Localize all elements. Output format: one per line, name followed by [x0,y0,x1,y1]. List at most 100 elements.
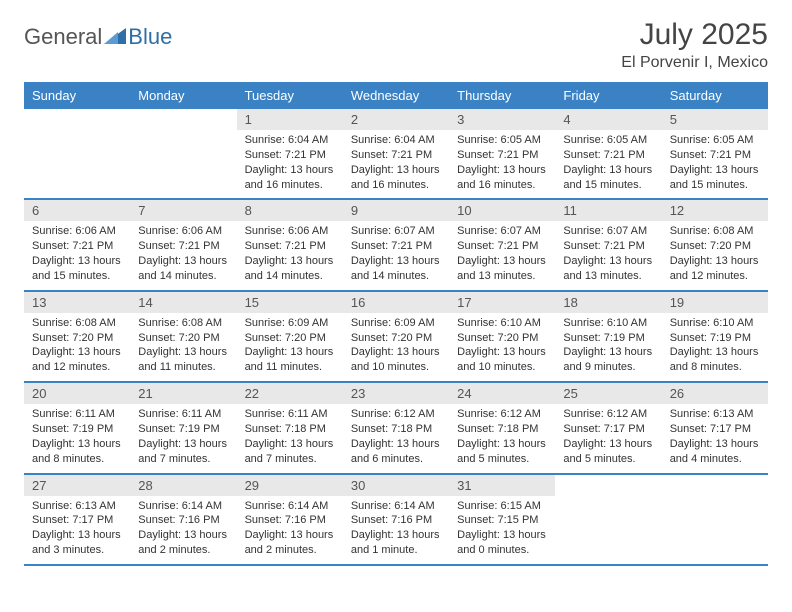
day-number: 31 [449,475,555,496]
day-number: 1 [237,109,343,130]
weekday-header: Monday [130,82,236,109]
calendar-day-cell: 20Sunrise: 6:11 AMSunset: 7:19 PMDayligh… [24,382,130,473]
calendar-week-row: 27Sunrise: 6:13 AMSunset: 7:17 PMDayligh… [24,474,768,565]
day-details: Sunrise: 6:05 AMSunset: 7:21 PMDaylight:… [662,130,768,198]
day-details: Sunrise: 6:06 AMSunset: 7:21 PMDaylight:… [130,221,236,289]
location: El Porvenir I, Mexico [621,54,768,72]
logo-text-general: General [24,24,102,50]
day-number: 27 [24,475,130,496]
day-number: 30 [343,475,449,496]
calendar-head: SundayMondayTuesdayWednesdayThursdayFrid… [24,82,768,109]
day-number: 15 [237,292,343,313]
calendar-day-cell: 25Sunrise: 6:12 AMSunset: 7:17 PMDayligh… [555,382,661,473]
day-details: Sunrise: 6:08 AMSunset: 7:20 PMDaylight:… [24,313,130,381]
calendar-day-cell: 19Sunrise: 6:10 AMSunset: 7:19 PMDayligh… [662,291,768,382]
calendar-day-cell: 29Sunrise: 6:14 AMSunset: 7:16 PMDayligh… [237,474,343,565]
day-number: 5 [662,109,768,130]
calendar-table: SundayMondayTuesdayWednesdayThursdayFrid… [24,82,768,566]
calendar-day-cell: 22Sunrise: 6:11 AMSunset: 7:18 PMDayligh… [237,382,343,473]
calendar-day-cell: 12Sunrise: 6:08 AMSunset: 7:20 PMDayligh… [662,199,768,290]
calendar-day-cell: 31Sunrise: 6:15 AMSunset: 7:15 PMDayligh… [449,474,555,565]
day-details: Sunrise: 6:08 AMSunset: 7:20 PMDaylight:… [662,221,768,289]
calendar-day-cell: 21Sunrise: 6:11 AMSunset: 7:19 PMDayligh… [130,382,236,473]
calendar-week-row: 1Sunrise: 6:04 AMSunset: 7:21 PMDaylight… [24,109,768,199]
day-number: 29 [237,475,343,496]
calendar-day-cell: 3Sunrise: 6:05 AMSunset: 7:21 PMDaylight… [449,109,555,199]
day-details: Sunrise: 6:09 AMSunset: 7:20 PMDaylight:… [343,313,449,381]
day-details: Sunrise: 6:10 AMSunset: 7:20 PMDaylight:… [449,313,555,381]
day-number: 8 [237,200,343,221]
day-number: 2 [343,109,449,130]
calendar-day-cell: 13Sunrise: 6:08 AMSunset: 7:20 PMDayligh… [24,291,130,382]
day-details: Sunrise: 6:10 AMSunset: 7:19 PMDaylight:… [662,313,768,381]
calendar-day-cell: 17Sunrise: 6:10 AMSunset: 7:20 PMDayligh… [449,291,555,382]
page-header: General Blue July 2025 El Porvenir I, Me… [24,18,768,72]
day-details: Sunrise: 6:11 AMSunset: 7:19 PMDaylight:… [24,404,130,472]
day-number: 3 [449,109,555,130]
day-number: 20 [24,383,130,404]
day-number: 25 [555,383,661,404]
calendar-day-cell: 5Sunrise: 6:05 AMSunset: 7:21 PMDaylight… [662,109,768,199]
calendar-day-cell: 7Sunrise: 6:06 AMSunset: 7:21 PMDaylight… [130,199,236,290]
day-details: Sunrise: 6:06 AMSunset: 7:21 PMDaylight:… [24,221,130,289]
calendar-week-row: 20Sunrise: 6:11 AMSunset: 7:19 PMDayligh… [24,382,768,473]
day-number: 28 [130,475,236,496]
title-block: July 2025 El Porvenir I, Mexico [621,18,768,72]
day-details: Sunrise: 6:10 AMSunset: 7:19 PMDaylight:… [555,313,661,381]
day-number: 22 [237,383,343,404]
calendar-day-cell: 27Sunrise: 6:13 AMSunset: 7:17 PMDayligh… [24,474,130,565]
weekday-header: Wednesday [343,82,449,109]
day-details: Sunrise: 6:04 AMSunset: 7:21 PMDaylight:… [237,130,343,198]
calendar-day-cell: 10Sunrise: 6:07 AMSunset: 7:21 PMDayligh… [449,199,555,290]
day-details: Sunrise: 6:15 AMSunset: 7:15 PMDaylight:… [449,496,555,564]
day-number: 10 [449,200,555,221]
calendar-day-cell [24,109,130,199]
day-details: Sunrise: 6:07 AMSunset: 7:21 PMDaylight:… [555,221,661,289]
day-number: 23 [343,383,449,404]
logo: General Blue [24,18,172,50]
day-number: 4 [555,109,661,130]
calendar-day-cell: 1Sunrise: 6:04 AMSunset: 7:21 PMDaylight… [237,109,343,199]
day-number: 26 [662,383,768,404]
calendar-day-cell: 16Sunrise: 6:09 AMSunset: 7:20 PMDayligh… [343,291,449,382]
day-details: Sunrise: 6:07 AMSunset: 7:21 PMDaylight:… [343,221,449,289]
day-details: Sunrise: 6:14 AMSunset: 7:16 PMDaylight:… [237,496,343,564]
calendar-day-cell: 8Sunrise: 6:06 AMSunset: 7:21 PMDaylight… [237,199,343,290]
day-number: 19 [662,292,768,313]
day-number: 13 [24,292,130,313]
day-number: 6 [24,200,130,221]
day-details: Sunrise: 6:14 AMSunset: 7:16 PMDaylight:… [343,496,449,564]
month-title: July 2025 [621,18,768,52]
weekday-header: Saturday [662,82,768,109]
calendar-day-cell [130,109,236,199]
day-details: Sunrise: 6:09 AMSunset: 7:20 PMDaylight:… [237,313,343,381]
calendar-day-cell: 28Sunrise: 6:14 AMSunset: 7:16 PMDayligh… [130,474,236,565]
calendar-body: 1Sunrise: 6:04 AMSunset: 7:21 PMDaylight… [24,109,768,565]
weekday-header: Tuesday [237,82,343,109]
day-number: 16 [343,292,449,313]
day-number: 12 [662,200,768,221]
day-details: Sunrise: 6:13 AMSunset: 7:17 PMDaylight:… [24,496,130,564]
day-number: 17 [449,292,555,313]
calendar-day-cell: 24Sunrise: 6:12 AMSunset: 7:18 PMDayligh… [449,382,555,473]
day-details: Sunrise: 6:12 AMSunset: 7:18 PMDaylight:… [343,404,449,472]
calendar-day-cell: 9Sunrise: 6:07 AMSunset: 7:21 PMDaylight… [343,199,449,290]
day-details: Sunrise: 6:08 AMSunset: 7:20 PMDaylight:… [130,313,236,381]
calendar-day-cell: 6Sunrise: 6:06 AMSunset: 7:21 PMDaylight… [24,199,130,290]
day-number: 24 [449,383,555,404]
day-details: Sunrise: 6:11 AMSunset: 7:18 PMDaylight:… [237,404,343,472]
day-details: Sunrise: 6:14 AMSunset: 7:16 PMDaylight:… [130,496,236,564]
logo-text-blue: Blue [128,24,172,50]
weekday-header: Sunday [24,82,130,109]
day-details: Sunrise: 6:07 AMSunset: 7:21 PMDaylight:… [449,221,555,289]
calendar-week-row: 6Sunrise: 6:06 AMSunset: 7:21 PMDaylight… [24,199,768,290]
calendar-day-cell: 23Sunrise: 6:12 AMSunset: 7:18 PMDayligh… [343,382,449,473]
calendar-day-cell [662,474,768,565]
calendar-day-cell [555,474,661,565]
calendar-day-cell: 26Sunrise: 6:13 AMSunset: 7:17 PMDayligh… [662,382,768,473]
calendar-day-cell: 30Sunrise: 6:14 AMSunset: 7:16 PMDayligh… [343,474,449,565]
day-details: Sunrise: 6:05 AMSunset: 7:21 PMDaylight:… [555,130,661,198]
calendar-day-cell: 14Sunrise: 6:08 AMSunset: 7:20 PMDayligh… [130,291,236,382]
day-details: Sunrise: 6:12 AMSunset: 7:18 PMDaylight:… [449,404,555,472]
day-details: Sunrise: 6:04 AMSunset: 7:21 PMDaylight:… [343,130,449,198]
